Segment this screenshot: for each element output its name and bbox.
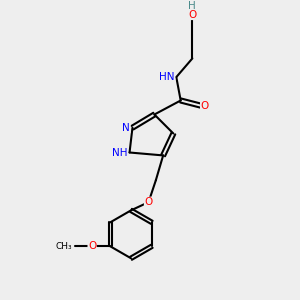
Text: O: O [88,241,96,251]
Text: O: O [188,10,196,20]
Text: HN: HN [159,72,175,82]
Text: O: O [200,101,209,111]
Text: O: O [144,197,153,207]
Text: NH: NH [112,148,127,158]
Text: CH₃: CH₃ [56,242,72,251]
Text: N: N [122,123,130,133]
Text: H: H [188,2,196,11]
